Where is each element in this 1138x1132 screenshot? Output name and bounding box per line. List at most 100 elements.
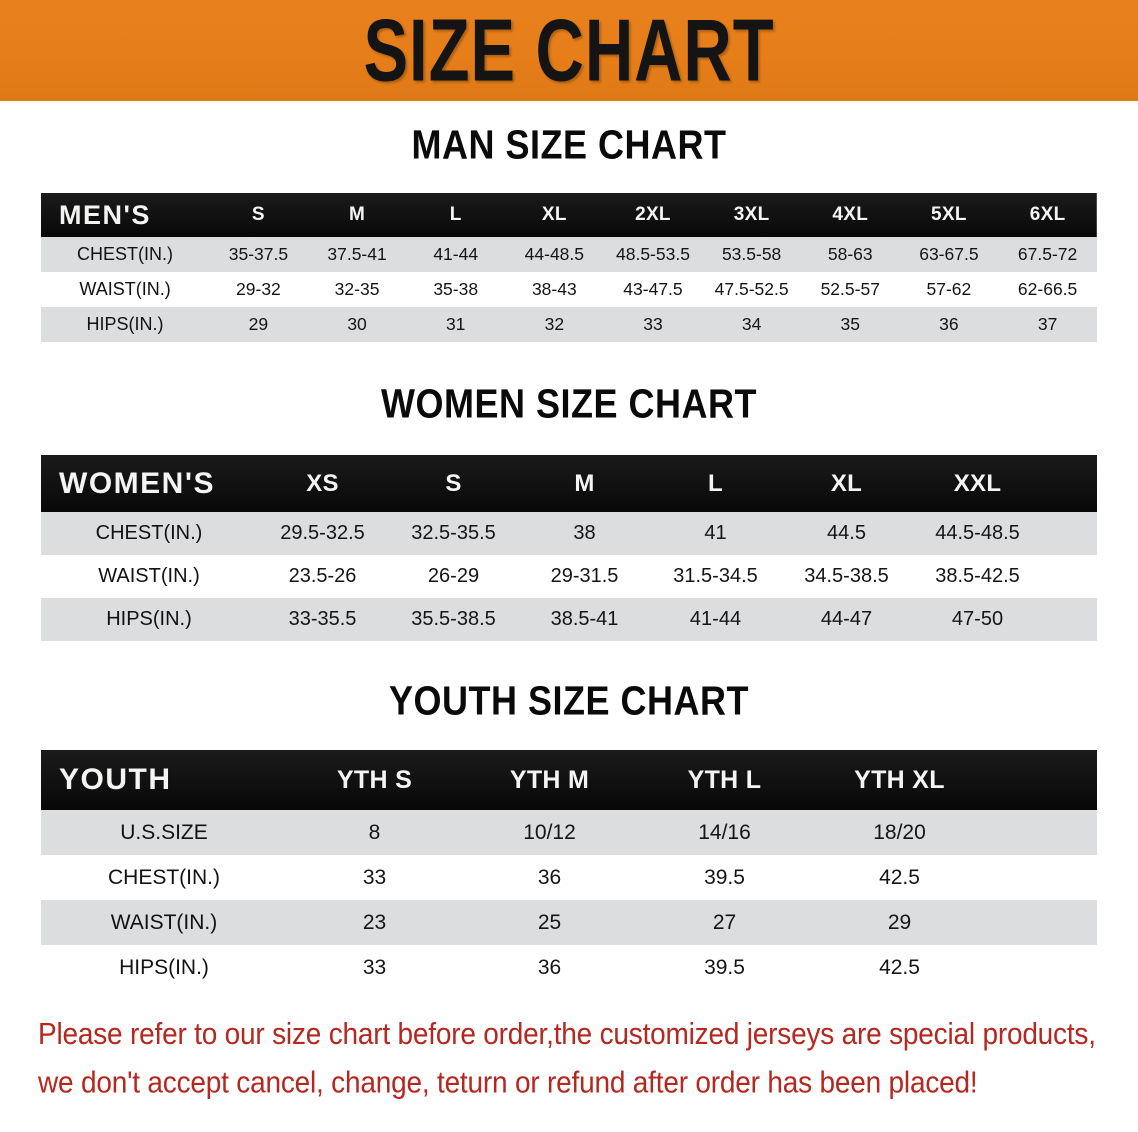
row-label: CHEST(IN.) [108,865,220,889]
table-cell: 35-38 [433,279,479,299]
youth-header-spacer [987,750,1097,810]
table-cell: 18/20 [873,820,926,844]
table-cell-spacer [987,810,1097,855]
note-line-2: we don't accept cancel, change, teturn o… [38,1065,978,1100]
table-row: HIPS(IN.) 33 36 39.5 42.5 [41,945,1097,990]
table-cell: 39.5 [704,955,745,979]
table-cell: 10/12 [523,820,576,844]
men-rowlabel-header: MEN'S [59,199,151,230]
youth-table-header: YOUTH YTH S YTH M YTH L YTH XL [41,750,1097,810]
table-row: WAIST(IN.) 23.5-26 26-29 29-31.5 31.5-34… [41,555,1097,598]
table-cell: 32 [544,314,565,334]
table-cell: 38-43 [531,279,577,299]
table-cell: 33-35.5 [288,608,357,630]
men-size-section: MAN SIZE CHART MEN'S S M L XL 2XL 3XL 4X… [0,124,1138,342]
page-title: SIZE CHART [363,1,775,100]
table-row: CHEST(IN.) 33 36 39.5 42.5 [41,855,1097,900]
table-cell: 44.5 [827,522,866,544]
men-col-header: L [449,204,462,225]
table-cell: 47-50 [951,608,1004,630]
order-policy-note: Please refer to our size chart before or… [38,1010,1100,1107]
youth-size-table: YOUTH YTH S YTH M YTH L YTH XL U.S.SIZE … [41,750,1097,990]
table-cell-spacer [987,900,1097,945]
table-cell: 27 [712,910,737,934]
women-col-header: L [708,469,723,497]
youth-col-header: YTH S [336,765,413,794]
women-section-title: WOMEN SIZE CHART [381,380,757,427]
table-cell: 38 [573,522,596,544]
men-table-body: CHEST(IN.) 35-37.5 37.5-41 41-44 44-48.5… [41,237,1097,342]
table-cell: 41 [704,522,727,544]
row-label: U.S.SIZE [120,820,208,844]
table-cell-spacer [1043,512,1097,555]
table-cell: 32.5-35.5 [411,522,496,544]
table-cell: 42.5 [879,955,920,979]
youth-section-title: YOUTH SIZE CHART [388,677,749,724]
men-col-header: 2XL [635,204,671,225]
women-header-spacer [1043,455,1097,512]
men-col-header: XL [541,204,567,225]
table-cell: 58-63 [827,244,873,264]
table-cell: 37 [1037,314,1058,334]
table-cell: 23.5-26 [288,565,357,587]
table-cell: 47.5-52.5 [714,279,789,299]
table-cell-spacer [1043,555,1097,598]
banner: SIZE CHART [0,0,1138,101]
table-cell: 41-44 [689,608,742,630]
youth-rowlabel-header: YOUTH [59,763,172,796]
table-row: WAIST(IN.) 23 25 27 29 [41,900,1097,945]
youth-col-header: YTH XL [854,765,945,794]
table-cell-spacer [1043,598,1097,641]
table-cell: 62-66.5 [1017,279,1078,299]
table-cell: 52.5-57 [820,279,880,299]
table-cell: 29 [887,910,912,934]
table-cell: 33 [362,865,387,889]
table-cell: 14/16 [698,820,751,844]
men-col-header: 4XL [832,204,869,225]
table-cell: 63-67.5 [919,244,979,264]
table-cell: 32-35 [334,279,380,299]
table-cell: 8 [368,820,381,844]
table-cell: 29-32 [236,279,281,299]
table-cell: 44-47 [820,608,873,630]
table-cell: 35-37.5 [228,244,289,264]
women-table-body: CHEST(IN.) 29.5-32.5 32.5-35.5 38 41 44.… [41,512,1097,641]
youth-header-row: YOUTH YTH S YTH M YTH L YTH XL [41,750,1097,810]
table-cell: 25 [537,910,562,934]
table-cell: 36 [537,865,562,889]
men-header-row: MEN'S S M L XL 2XL 3XL 4XL 5XL 6XL [41,193,1097,237]
men-col-header: M [348,204,366,225]
table-cell: 26-29 [427,565,480,587]
table-cell: 48.5-53.5 [616,244,690,264]
table-cell: 29.5-32.5 [280,522,365,544]
table-cell: 34.5-38.5 [804,565,889,587]
table-cell: 36 [537,955,562,979]
men-size-table: MEN'S S M L XL 2XL 3XL 4XL 5XL 6XL CHEST… [41,193,1097,342]
women-table-header: WOMEN'S XS S M L XL XXL [41,455,1097,512]
women-header-row: WOMEN'S XS S M L XL XXL [41,455,1097,512]
table-cell: 37.5-41 [327,244,387,264]
table-row: CHEST(IN.) 35-37.5 37.5-41 41-44 44-48.5… [41,237,1097,272]
youth-table-body: U.S.SIZE 8 10/12 14/16 18/20 CHEST(IN.) … [41,810,1097,990]
table-cell: 29 [248,314,269,334]
row-label: WAIST(IN.) [79,279,171,299]
table-row: U.S.SIZE 8 10/12 14/16 18/20 [41,810,1097,855]
row-label: WAIST(IN.) [110,910,218,934]
table-cell-spacer [987,855,1097,900]
men-col-header: 3XL [733,204,770,225]
row-label: HIPS(IN.) [106,608,192,630]
table-cell: 31.5-34.5 [673,565,758,587]
table-cell: 23 [362,910,387,934]
table-row: WAIST(IN.) 29-32 32-35 35-38 38-43 43-47… [41,272,1097,307]
table-cell: 53.5-58 [721,244,782,264]
note-line-1: Please refer to our size chart before or… [38,1016,1096,1051]
women-col-header: M [574,469,595,497]
table-cell: 33 [362,955,387,979]
youth-col-header: YTH L [687,765,762,794]
women-size-table: WOMEN'S XS S M L XL XXL CHEST(IN.) 29.5-… [41,455,1097,641]
table-cell: 41-44 [433,244,479,264]
table-cell: 31 [445,314,466,334]
youth-col-header: YTH M [509,765,590,794]
table-cell: 43-47.5 [623,279,683,299]
women-size-section: WOMEN SIZE CHART WOMEN'S XS S M L XL XXL… [0,380,1138,641]
